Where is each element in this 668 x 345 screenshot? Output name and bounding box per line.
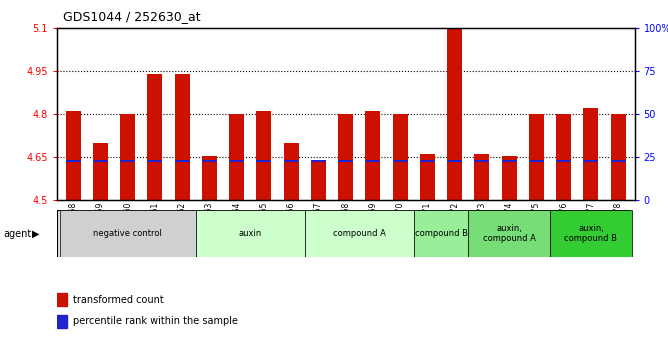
Bar <box>229 160 244 162</box>
Bar <box>174 73 190 200</box>
Bar <box>556 114 571 200</box>
Text: agent: agent <box>3 229 31 239</box>
Bar <box>57 315 67 328</box>
Bar <box>338 160 353 162</box>
Bar <box>338 114 353 200</box>
Bar <box>583 108 599 200</box>
Bar <box>65 160 81 162</box>
Bar <box>556 160 571 162</box>
Bar <box>474 154 490 200</box>
Bar <box>393 114 407 200</box>
Bar <box>420 160 435 162</box>
Bar <box>474 160 490 162</box>
Bar <box>57 293 67 306</box>
Text: percentile rank within the sample: percentile rank within the sample <box>73 316 238 326</box>
Bar <box>229 114 244 200</box>
Bar <box>174 160 190 162</box>
Bar <box>257 111 271 200</box>
Bar <box>550 210 632 257</box>
Bar <box>148 160 162 162</box>
Bar <box>529 114 544 200</box>
Bar <box>447 28 462 200</box>
Text: compound B: compound B <box>415 229 468 238</box>
Bar <box>196 210 305 257</box>
Bar <box>120 114 135 200</box>
Bar <box>468 210 550 257</box>
Text: compound A: compound A <box>333 229 385 238</box>
Bar <box>447 160 462 162</box>
Bar <box>365 160 381 162</box>
Bar <box>93 142 108 200</box>
Bar <box>420 154 435 200</box>
Bar <box>93 160 108 162</box>
Bar <box>120 160 135 162</box>
Bar <box>502 160 517 162</box>
Bar <box>393 160 407 162</box>
Bar <box>257 160 271 162</box>
Bar <box>365 111 381 200</box>
Bar <box>611 160 626 162</box>
Bar <box>583 160 599 162</box>
Bar <box>284 142 299 200</box>
Bar <box>311 160 326 200</box>
Bar <box>611 114 626 200</box>
Bar <box>59 210 196 257</box>
Text: GDS1044 / 252630_at: GDS1044 / 252630_at <box>63 10 201 23</box>
Bar <box>529 160 544 162</box>
Text: ▶: ▶ <box>32 229 39 239</box>
Text: auxin: auxin <box>238 229 262 238</box>
Bar <box>202 156 217 200</box>
Text: auxin,
compound B: auxin, compound B <box>564 224 617 244</box>
Bar <box>414 210 468 257</box>
Text: auxin,
compound A: auxin, compound A <box>483 224 536 244</box>
Bar <box>202 160 217 162</box>
Bar <box>148 73 162 200</box>
Bar <box>284 160 299 162</box>
Bar <box>311 160 326 162</box>
Bar <box>502 156 517 200</box>
Text: transformed count: transformed count <box>73 295 164 305</box>
Bar <box>65 111 81 200</box>
Bar <box>305 210 414 257</box>
Text: negative control: negative control <box>94 229 162 238</box>
